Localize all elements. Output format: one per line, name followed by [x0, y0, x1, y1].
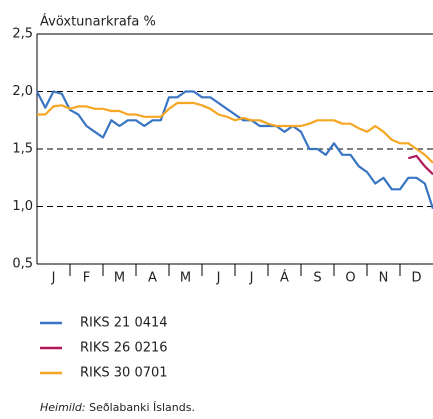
x-tick-label: N	[379, 271, 389, 286]
chart-title: Ávöxtunarkrafa %	[40, 14, 156, 30]
y-tick-label: 1,5	[12, 142, 33, 157]
y-tick-label: 2,0	[12, 84, 33, 99]
legend-label: RIKS 21 0414	[80, 316, 168, 331]
x-tick-label: A	[148, 271, 157, 286]
series-line	[37, 101, 433, 164]
series-line	[408, 154, 433, 176]
x-tick-label: O	[345, 271, 355, 286]
y-tick-label: 1,0	[12, 199, 33, 214]
y-tick-label: 0,5	[12, 257, 33, 272]
x-tick-label: J	[216, 271, 221, 286]
x-tick-label: J	[249, 271, 254, 286]
x-tick-label: M	[114, 271, 125, 286]
source: Heimild: Seðlabanki Íslands.	[40, 401, 195, 414]
y-tick-label: 2,5	[12, 27, 33, 42]
source-label: Heimild:	[40, 401, 86, 414]
source-text: Seðlabanki Íslands.	[89, 401, 195, 414]
legend-label: RIKS 30 0701	[80, 366, 168, 381]
x-tick-label: J	[51, 271, 56, 286]
x-tick-label: S	[313, 271, 321, 286]
series-line	[36, 90, 433, 210]
x-tick-label: F	[83, 271, 90, 286]
legend-label: RIKS 26 0216	[80, 341, 168, 356]
x-tick-label: D	[411, 271, 421, 286]
x-tick-label: M	[180, 271, 191, 286]
x-tick-label: Á	[280, 270, 289, 286]
